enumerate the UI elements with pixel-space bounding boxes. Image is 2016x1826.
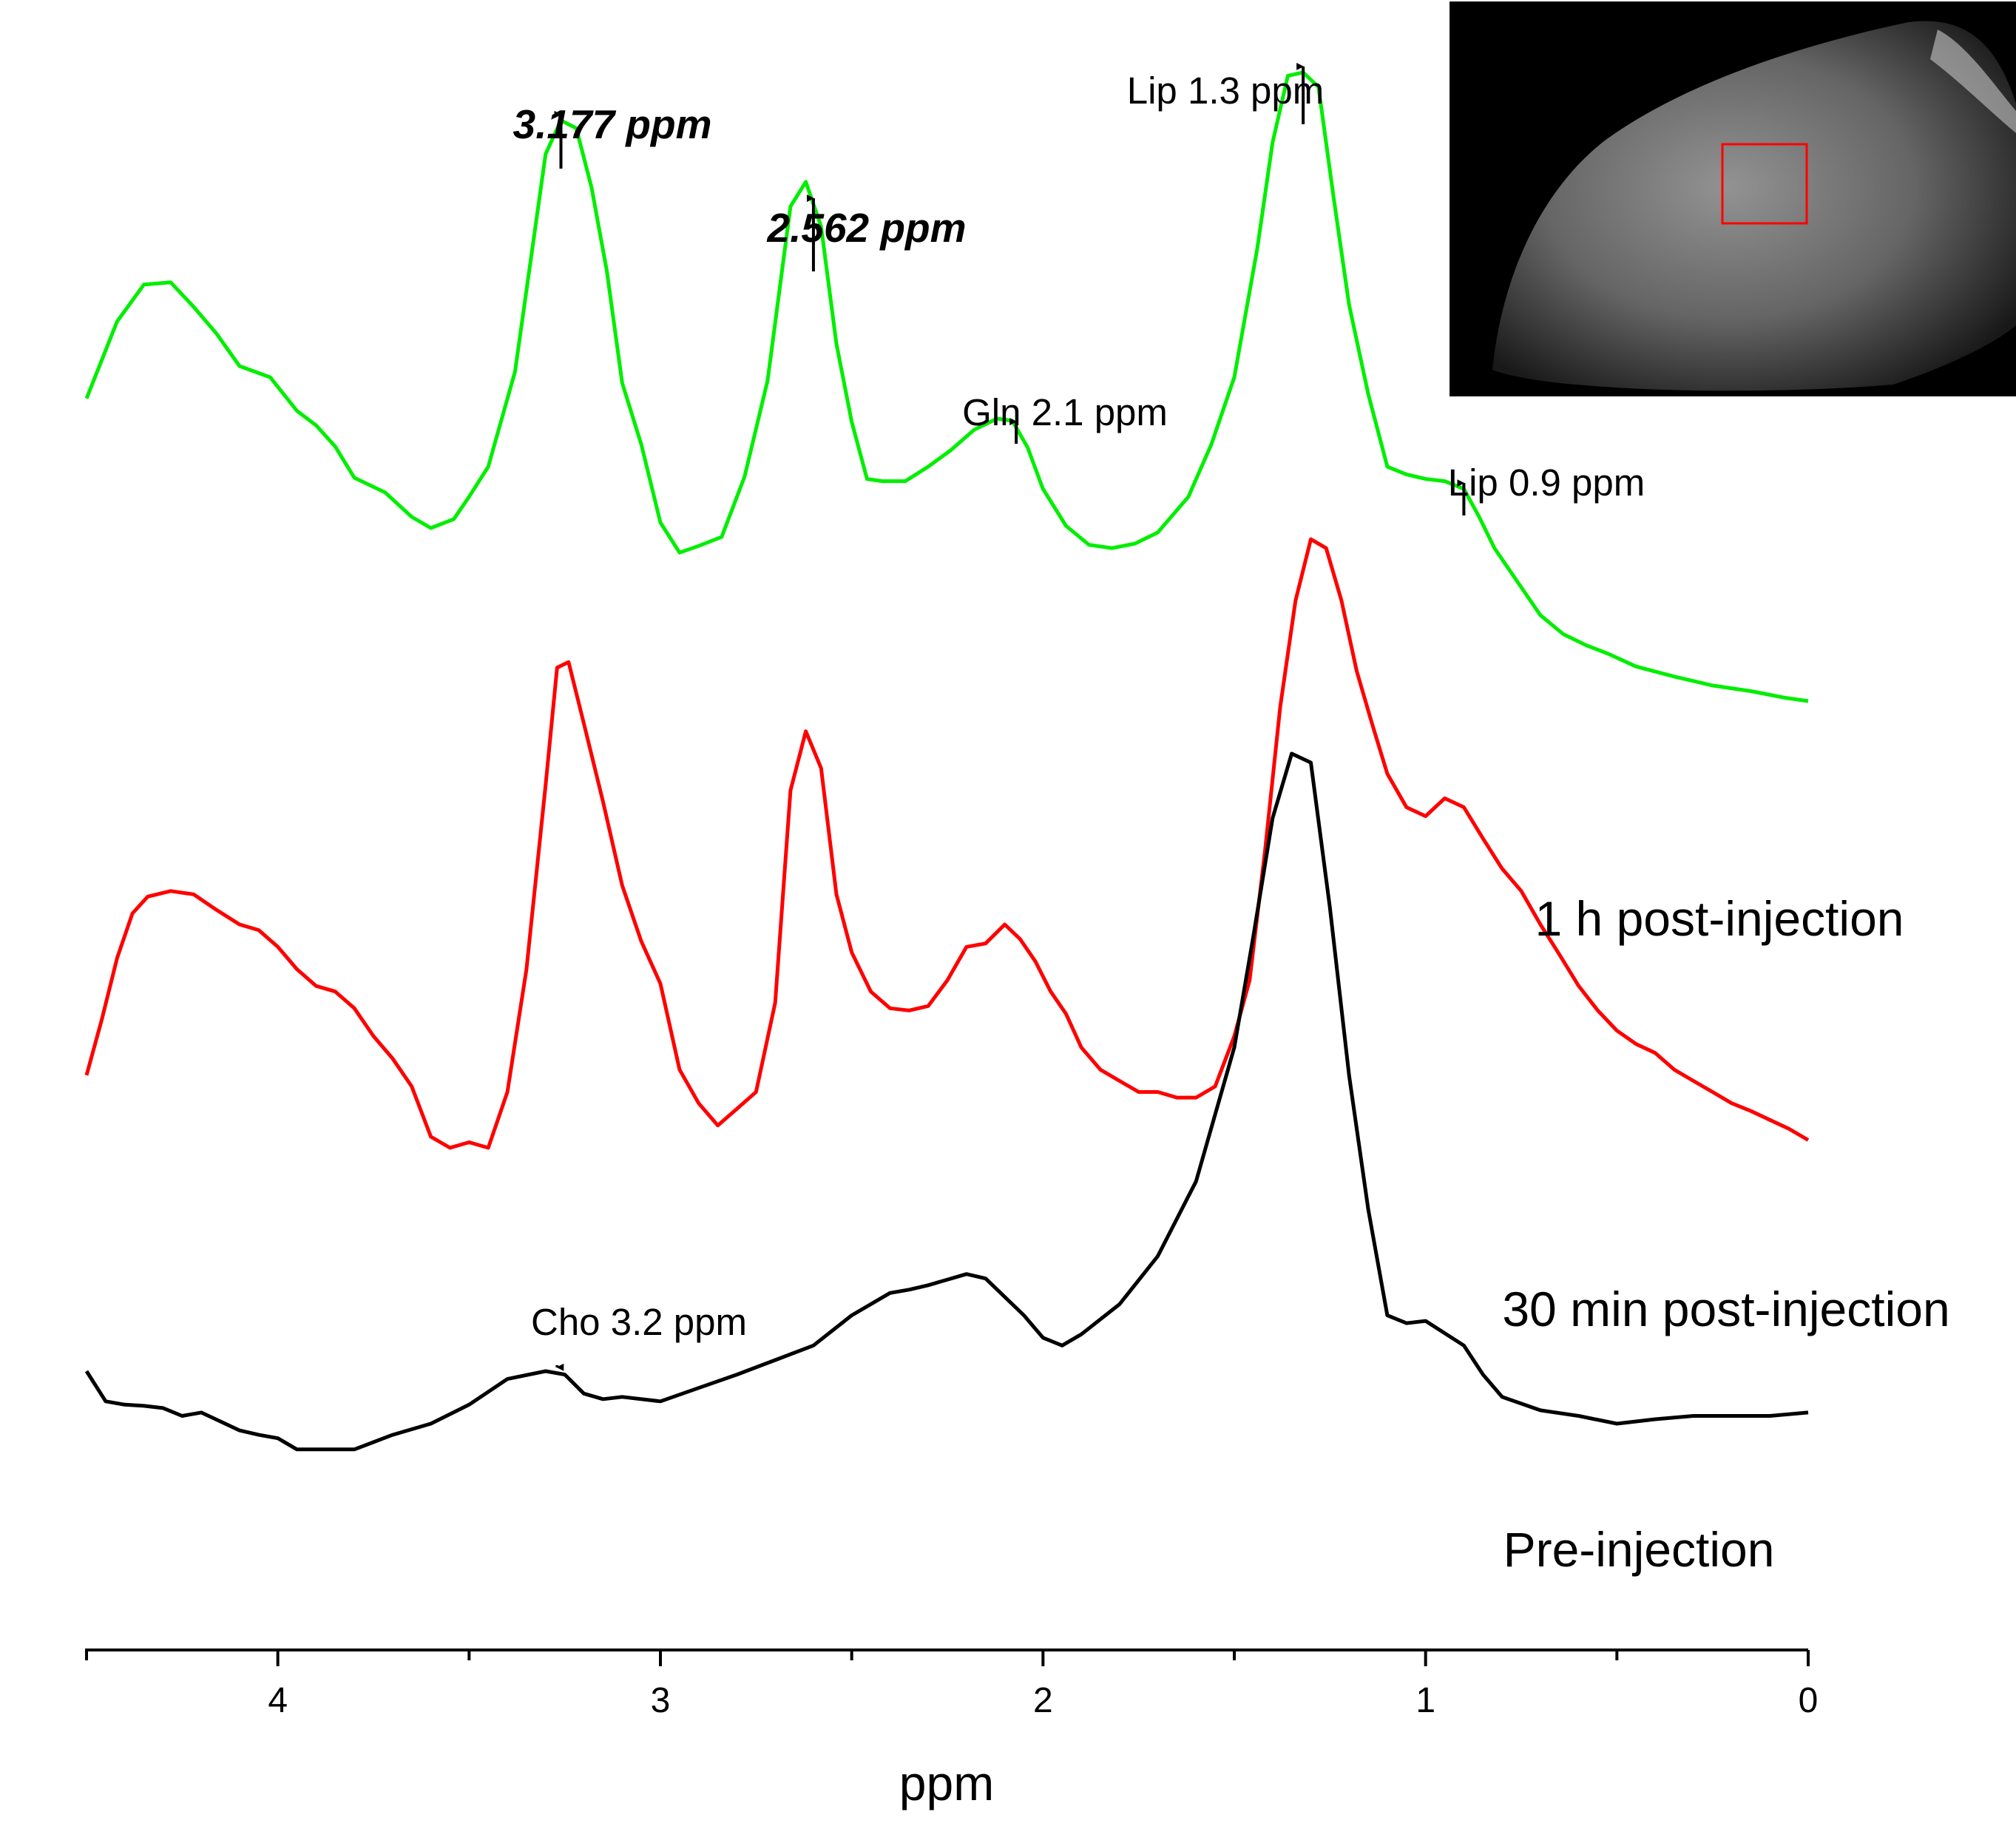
inset-mri-image [1450,1,2016,396]
annotation-label: Gln 2.1 ppm [962,391,1168,433]
x-tick-label: 4 [268,1681,288,1720]
annotation-label: 3.177 ppm [513,101,711,147]
annotation-label: Lip 0.9 ppm [1448,461,1645,504]
x-tick-label: 1 [1415,1681,1435,1720]
inset-roi-box [1721,143,1808,225]
series-line-30-min-post-injection [84,537,1810,1150]
series-label: Pre-injection [1503,1522,1775,1577]
x-tick-label: 2 [1033,1681,1053,1720]
x-axis: 4 3 2 1 0 ppm [85,1649,1819,1810]
x-axis-label: ppm [899,1756,994,1810]
annotation-label: Cho 3.2 ppm [531,1301,747,1343]
series-label: 30 min post-injection [1502,1282,1949,1336]
annotation-label: Lip 1.3 ppm [1127,70,1325,112]
series-label: 1 h post-injection [1535,891,1904,946]
series-line-pre-injection [84,751,1809,1452]
x-tick-label: 3 [651,1681,671,1720]
x-tick-label: 0 [1799,1681,1819,1720]
annotation-label: 2.562 ppm [766,205,966,251]
